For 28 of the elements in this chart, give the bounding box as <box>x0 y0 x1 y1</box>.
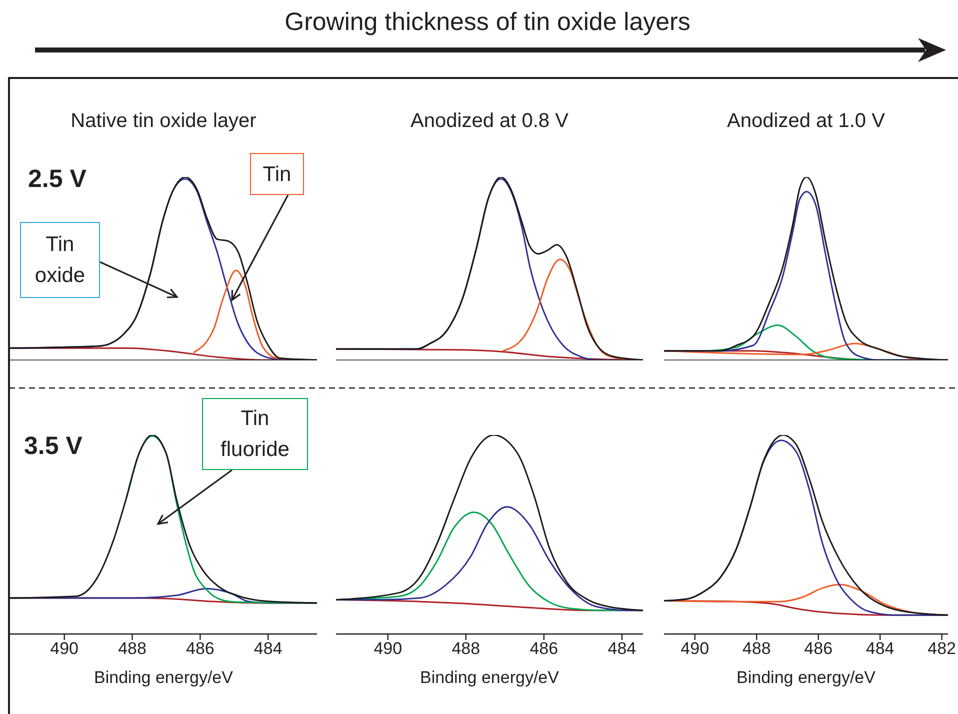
label-box: Tin fluoride <box>202 398 308 470</box>
x-tick-label: 486 <box>186 639 214 658</box>
chart-title: Anodized at 1.0 V <box>726 110 886 133</box>
annotation: Tin fluoride <box>220 406 290 463</box>
x-axis-title: Binding energy/eV <box>736 668 876 688</box>
x-axis-title: Binding energy/eV <box>419 668 560 688</box>
x-axis-title: Binding energy/eV <box>93 668 234 688</box>
x-tick-label: 490 <box>680 639 710 658</box>
x-tick-label: 488 <box>452 639 480 658</box>
x-tick-label: 484 <box>866 639 894 658</box>
annotation: 2.5 V <box>28 165 86 194</box>
annotation: Tin <box>262 162 292 188</box>
x-tick-label: 484 <box>608 639 636 658</box>
annotation: 3.5 V <box>24 432 82 461</box>
x-tick-label: 484 <box>254 639 282 658</box>
chart-title: Anodized at 0.8 V <box>410 110 570 133</box>
annotation: Tin oxide <box>34 232 86 289</box>
chart-title: Native tin oxide layer <box>70 110 258 133</box>
label-box: Tin <box>250 153 304 195</box>
x-tick-label: 486 <box>530 639 558 658</box>
x-tick-label: 488 <box>118 639 146 658</box>
x-tick-label: 486 <box>804 639 833 658</box>
x-tick-label: 482 <box>928 639 956 658</box>
label-box: Tin oxide <box>20 222 100 298</box>
x-tick-label: 490 <box>50 639 79 658</box>
x-tick-label: 488 <box>742 639 771 658</box>
x-tick-label: 490 <box>374 639 402 658</box>
text: Growing thickness of tin oxide layers <box>284 8 692 37</box>
